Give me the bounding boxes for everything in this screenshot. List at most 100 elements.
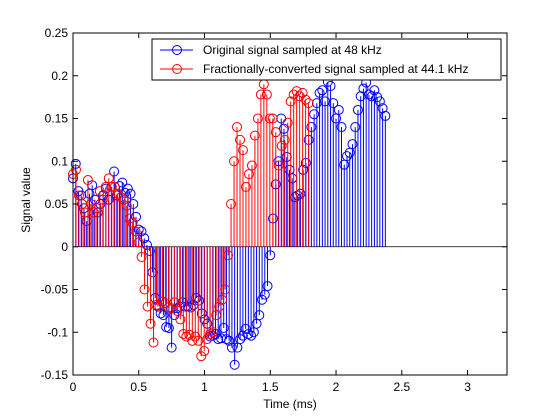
stem-marker bbox=[163, 322, 174, 333]
stem-marker bbox=[109, 166, 120, 177]
stem-marker bbox=[118, 194, 129, 205]
stem-marker bbox=[300, 94, 311, 105]
plot-area bbox=[73, 33, 507, 375]
stem-marker bbox=[172, 305, 183, 316]
stem-marker bbox=[303, 98, 314, 109]
x-axis-label: Time (ms) bbox=[263, 397, 317, 411]
y-tick-label: -0.1 bbox=[47, 325, 68, 339]
x-tick-label: 1.5 bbox=[262, 380, 279, 394]
stem-marker bbox=[217, 294, 228, 305]
stem-marker bbox=[109, 181, 120, 192]
stem-marker bbox=[235, 334, 246, 345]
stem-marker bbox=[106, 181, 117, 192]
stem-marker bbox=[336, 122, 347, 133]
stem-marker bbox=[128, 199, 139, 209]
y-tick-label: 0.05 bbox=[45, 197, 69, 211]
x-tick-label: 0.5 bbox=[130, 380, 147, 394]
stem-marker bbox=[314, 87, 325, 98]
stem-marker bbox=[223, 250, 234, 261]
y-tick-label: 0.15 bbox=[45, 112, 69, 126]
stem-marker bbox=[252, 113, 263, 124]
stem-marker bbox=[380, 110, 391, 121]
stem-marker bbox=[91, 203, 102, 214]
stem-marker bbox=[262, 281, 273, 292]
stem-marker bbox=[196, 351, 207, 362]
stem-marker bbox=[374, 96, 385, 107]
stem-marker bbox=[136, 252, 147, 263]
stem-marker bbox=[306, 122, 317, 133]
stem-marker bbox=[158, 310, 169, 321]
stem-marker bbox=[295, 188, 306, 199]
stem-marker bbox=[199, 346, 210, 357]
stem-marker bbox=[112, 188, 123, 199]
stem-marker bbox=[211, 310, 222, 321]
axis-ticks: 0 0.5 1 1.5 2 2.5 3 -0.15 -0.1 -0.05 0 0.05 0.1 0.15 0… bbox=[41, 26, 507, 394]
stem-marker bbox=[229, 156, 240, 167]
stem-marker bbox=[261, 89, 272, 100]
stem-marker bbox=[347, 139, 358, 150]
stem-marker bbox=[70, 158, 81, 169]
stem-marker bbox=[235, 134, 246, 145]
stem-marker bbox=[240, 181, 251, 192]
stem-marker bbox=[243, 169, 254, 180]
stem-marker bbox=[246, 160, 257, 171]
stem-marker bbox=[257, 294, 268, 305]
stem-marker bbox=[264, 113, 275, 124]
stem-marker bbox=[218, 322, 229, 333]
stem-marker bbox=[285, 96, 296, 107]
stem-marker bbox=[117, 177, 128, 188]
stem-marker bbox=[358, 83, 369, 94]
stem-marker bbox=[254, 310, 265, 321]
stem-marker bbox=[157, 296, 168, 307]
stem-marker bbox=[103, 173, 114, 184]
stem-marker bbox=[130, 226, 141, 237]
stem-marker bbox=[133, 224, 144, 235]
stem-marker bbox=[320, 96, 331, 107]
stem-marker bbox=[196, 308, 207, 319]
stem-marker bbox=[202, 334, 213, 345]
stem-marker bbox=[278, 123, 289, 134]
x-tick-label: 2.5 bbox=[393, 380, 410, 394]
stem-marker bbox=[136, 226, 147, 237]
stem-marker bbox=[341, 151, 352, 162]
x-tick-label: 0 bbox=[70, 380, 77, 394]
stem-marker bbox=[369, 85, 380, 96]
stem-marker bbox=[166, 303, 177, 314]
stem-marker bbox=[265, 250, 276, 261]
stem-marker bbox=[240, 323, 251, 334]
stem-marker bbox=[145, 318, 156, 329]
stem-marker bbox=[355, 91, 366, 102]
axes-background bbox=[73, 33, 507, 375]
stem-marker bbox=[232, 122, 243, 133]
legend-entry-converted: Fractionally-converted signal sampled at… bbox=[203, 62, 468, 76]
stem-marker bbox=[279, 134, 290, 145]
stem-marker bbox=[333, 104, 344, 115]
stem-marker bbox=[122, 183, 133, 194]
stem-marker bbox=[325, 81, 336, 92]
stem-marker bbox=[237, 145, 248, 156]
stem-marker bbox=[267, 113, 278, 124]
legend: Original signal sampled at 48 kHz Fracti… bbox=[151, 38, 502, 81]
stem-marker bbox=[221, 334, 232, 345]
x-tick-label: 3 bbox=[464, 380, 471, 394]
stem-marker bbox=[317, 85, 328, 96]
stem-marker bbox=[175, 314, 186, 325]
stem-marker bbox=[131, 211, 142, 222]
stem-marker bbox=[377, 103, 388, 114]
y-tick-label: 0.25 bbox=[45, 26, 69, 40]
legend-marker-converted bbox=[172, 64, 182, 74]
stem-series bbox=[68, 76, 507, 370]
stem-marker bbox=[309, 109, 320, 120]
stem-marker bbox=[226, 199, 237, 209]
stem-marker bbox=[276, 140, 287, 151]
legend-entry-original: Original signal sampled at 48 kHz bbox=[203, 43, 382, 57]
y-axis-label: Signal value bbox=[19, 167, 33, 233]
stem-marker bbox=[291, 86, 302, 97]
y-tick-label: -0.15 bbox=[41, 368, 69, 382]
stem-marker bbox=[366, 91, 377, 102]
stem-marker bbox=[270, 127, 281, 138]
stem-marker bbox=[70, 164, 81, 175]
stem-marker bbox=[82, 175, 93, 186]
x-tick-label: 2 bbox=[333, 380, 340, 394]
